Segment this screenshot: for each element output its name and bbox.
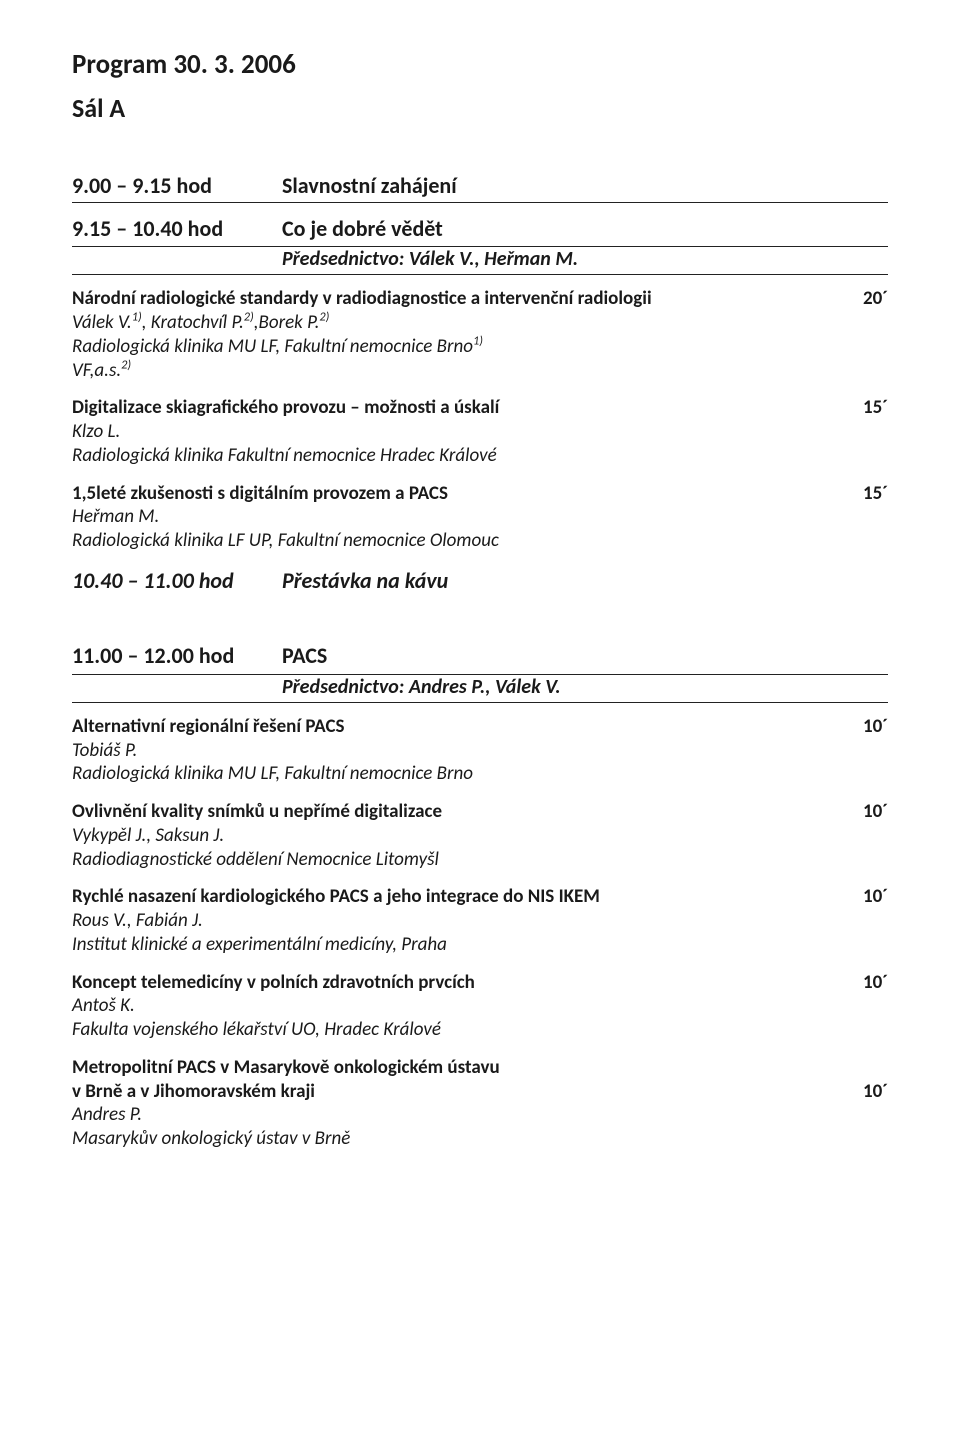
talk-block: 1,5leté zkušenosti s digitálním provozem… bbox=[72, 482, 888, 553]
talk-title: v Brně a v Jihomoravském kraji bbox=[72, 1080, 863, 1104]
page: Program 30. 3. 2006 Sál A 9.00 – 9.15 ho… bbox=[0, 0, 960, 1448]
talk-title: Koncept telemedicíny v polních zdravotní… bbox=[72, 971, 863, 995]
session-3-time: 11.00 – 12.00 hod bbox=[72, 642, 282, 670]
talk-meta-line: Masarykův onkologický ústav v Brně bbox=[72, 1127, 888, 1151]
break-row: 10.40 – 11.00 hod Přestávka na kávu bbox=[72, 567, 888, 595]
break-label: Přestávka na kávu bbox=[282, 567, 448, 595]
session-2-chair-row: Předsednictvo: Válek V., Heřman M. bbox=[72, 247, 888, 275]
talk-block: Rychlé nasazení kardiologického PACS a j… bbox=[72, 885, 888, 956]
talk-meta-line: Tobiáš P. bbox=[72, 739, 888, 763]
talk-block: Národní radiologické standardy v radiodi… bbox=[72, 287, 888, 382]
talk-meta-line: Vykypěl J., Saksun J. bbox=[72, 824, 888, 848]
talk-title-row: Rychlé nasazení kardiologického PACS a j… bbox=[72, 885, 888, 909]
talk-title: Metropolitní PACS v Masarykově onkologic… bbox=[72, 1056, 888, 1080]
talk-meta-line: VF,a.s.2) bbox=[72, 359, 888, 383]
session-1-time: 9.00 – 9.15 hod bbox=[72, 172, 282, 200]
talk-meta-line: Rous V., Fabián J. bbox=[72, 909, 888, 933]
session-3-title: PACS bbox=[282, 642, 327, 670]
talk-meta-line: Andres P. bbox=[72, 1103, 888, 1127]
session-3-chair: Předsednictvo: Andres P., Válek V. bbox=[282, 675, 561, 699]
talk-duration: 10´ bbox=[863, 885, 888, 909]
talk-title-row: Národní radiologické standardy v radiodi… bbox=[72, 287, 888, 311]
talk-title: Národní radiologické standardy v radiodi… bbox=[72, 287, 863, 311]
talk-title: Alternativní regionální řešení PACS bbox=[72, 715, 863, 739]
talk-title-row: Digitalizace skiagrafického provozu – mo… bbox=[72, 396, 888, 420]
talk-duration: 15´ bbox=[863, 396, 888, 420]
talk-meta-line: Radiologická klinika Fakultní nemocnice … bbox=[72, 444, 888, 468]
session-3-head: 11.00 – 12.00 hod PACS bbox=[72, 642, 888, 675]
talk-block: Alternativní regionální řešení PACS10´To… bbox=[72, 715, 888, 786]
session-3-chair-row: Předsednictvo: Andres P., Válek V. bbox=[72, 675, 888, 703]
talk-duration: 10´ bbox=[863, 715, 888, 739]
session-2-talks: Národní radiologické standardy v radiodi… bbox=[72, 287, 888, 553]
talk-duration: 10´ bbox=[863, 971, 888, 995]
talk-block: Metropolitní PACS v Masarykově onkologic… bbox=[72, 1056, 888, 1151]
talk-title-row: Alternativní regionální řešení PACS10´ bbox=[72, 715, 888, 739]
session-2-chair: Předsednictvo: Válek V., Heřman M. bbox=[282, 247, 578, 271]
session-3-talks: Alternativní regionální řešení PACS10´To… bbox=[72, 715, 888, 1151]
talk-title: Rychlé nasazení kardiologického PACS a j… bbox=[72, 885, 863, 909]
talk-meta-line: Válek V.1), Kratochvíl P.2),Borek P.2) bbox=[72, 311, 888, 335]
talk-duration: 10´ bbox=[863, 800, 888, 824]
talk-meta-line: Radiologická klinika MU LF, Fakultní nem… bbox=[72, 335, 888, 359]
page-title: Program 30. 3. 2006 bbox=[72, 48, 888, 82]
hall-label: Sál A bbox=[72, 92, 888, 125]
session-2-time: 9.15 – 10.40 hod bbox=[72, 215, 282, 243]
talk-meta-line: Klzo L. bbox=[72, 420, 888, 444]
session-2-head: 9.15 – 10.40 hod Co je dobré vědět bbox=[72, 215, 888, 248]
break-time: 10.40 – 11.00 hod bbox=[72, 567, 282, 595]
talk-meta-line: Institut klinické a experimentální medic… bbox=[72, 933, 888, 957]
talk-block: Ovlivnění kvality snímků u nepřímé digit… bbox=[72, 800, 888, 871]
spacer bbox=[72, 594, 888, 642]
talk-title-row: Ovlivnění kvality snímků u nepřímé digit… bbox=[72, 800, 888, 824]
talk-title: 1,5leté zkušenosti s digitálním provozem… bbox=[72, 482, 863, 506]
talk-duration: 20´ bbox=[863, 287, 888, 311]
talk-title-row: Metropolitní PACS v Masarykově onkologic… bbox=[72, 1056, 888, 1080]
talk-meta-line: Antoš K. bbox=[72, 994, 888, 1018]
talk-title-row: 1,5leté zkušenosti s digitálním provozem… bbox=[72, 482, 888, 506]
talk-meta-line: Radiologická klinika MU LF, Fakultní nem… bbox=[72, 762, 888, 786]
talk-title: Digitalizace skiagrafického provozu – mo… bbox=[72, 396, 863, 420]
talk-meta-line: Fakulta vojenského lékařství UO, Hradec … bbox=[72, 1018, 888, 1042]
session-1-title: Slavnostní zahájení bbox=[282, 172, 457, 200]
talk-block: Digitalizace skiagrafického provozu – mo… bbox=[72, 396, 888, 467]
talk-title-row: v Brně a v Jihomoravském kraji10´ bbox=[72, 1080, 888, 1104]
session-2-title: Co je dobré vědět bbox=[282, 215, 443, 243]
talk-duration: 15´ bbox=[863, 482, 888, 506]
talk-meta-line: Radiodiagnostické oddělení Nemocnice Lit… bbox=[72, 848, 888, 872]
session-1-head: 9.00 – 9.15 hod Slavnostní zahájení bbox=[72, 172, 888, 203]
talk-meta-line: Radiologická klinika LF UP, Fakultní nem… bbox=[72, 529, 888, 553]
talk-title-row: Koncept telemedicíny v polních zdravotní… bbox=[72, 971, 888, 995]
talk-title: Ovlivnění kvality snímků u nepřímé digit… bbox=[72, 800, 863, 824]
talk-duration: 10´ bbox=[863, 1080, 888, 1104]
talk-meta-line: Heřman M. bbox=[72, 505, 888, 529]
talk-block: Koncept telemedicíny v polních zdravotní… bbox=[72, 971, 888, 1042]
